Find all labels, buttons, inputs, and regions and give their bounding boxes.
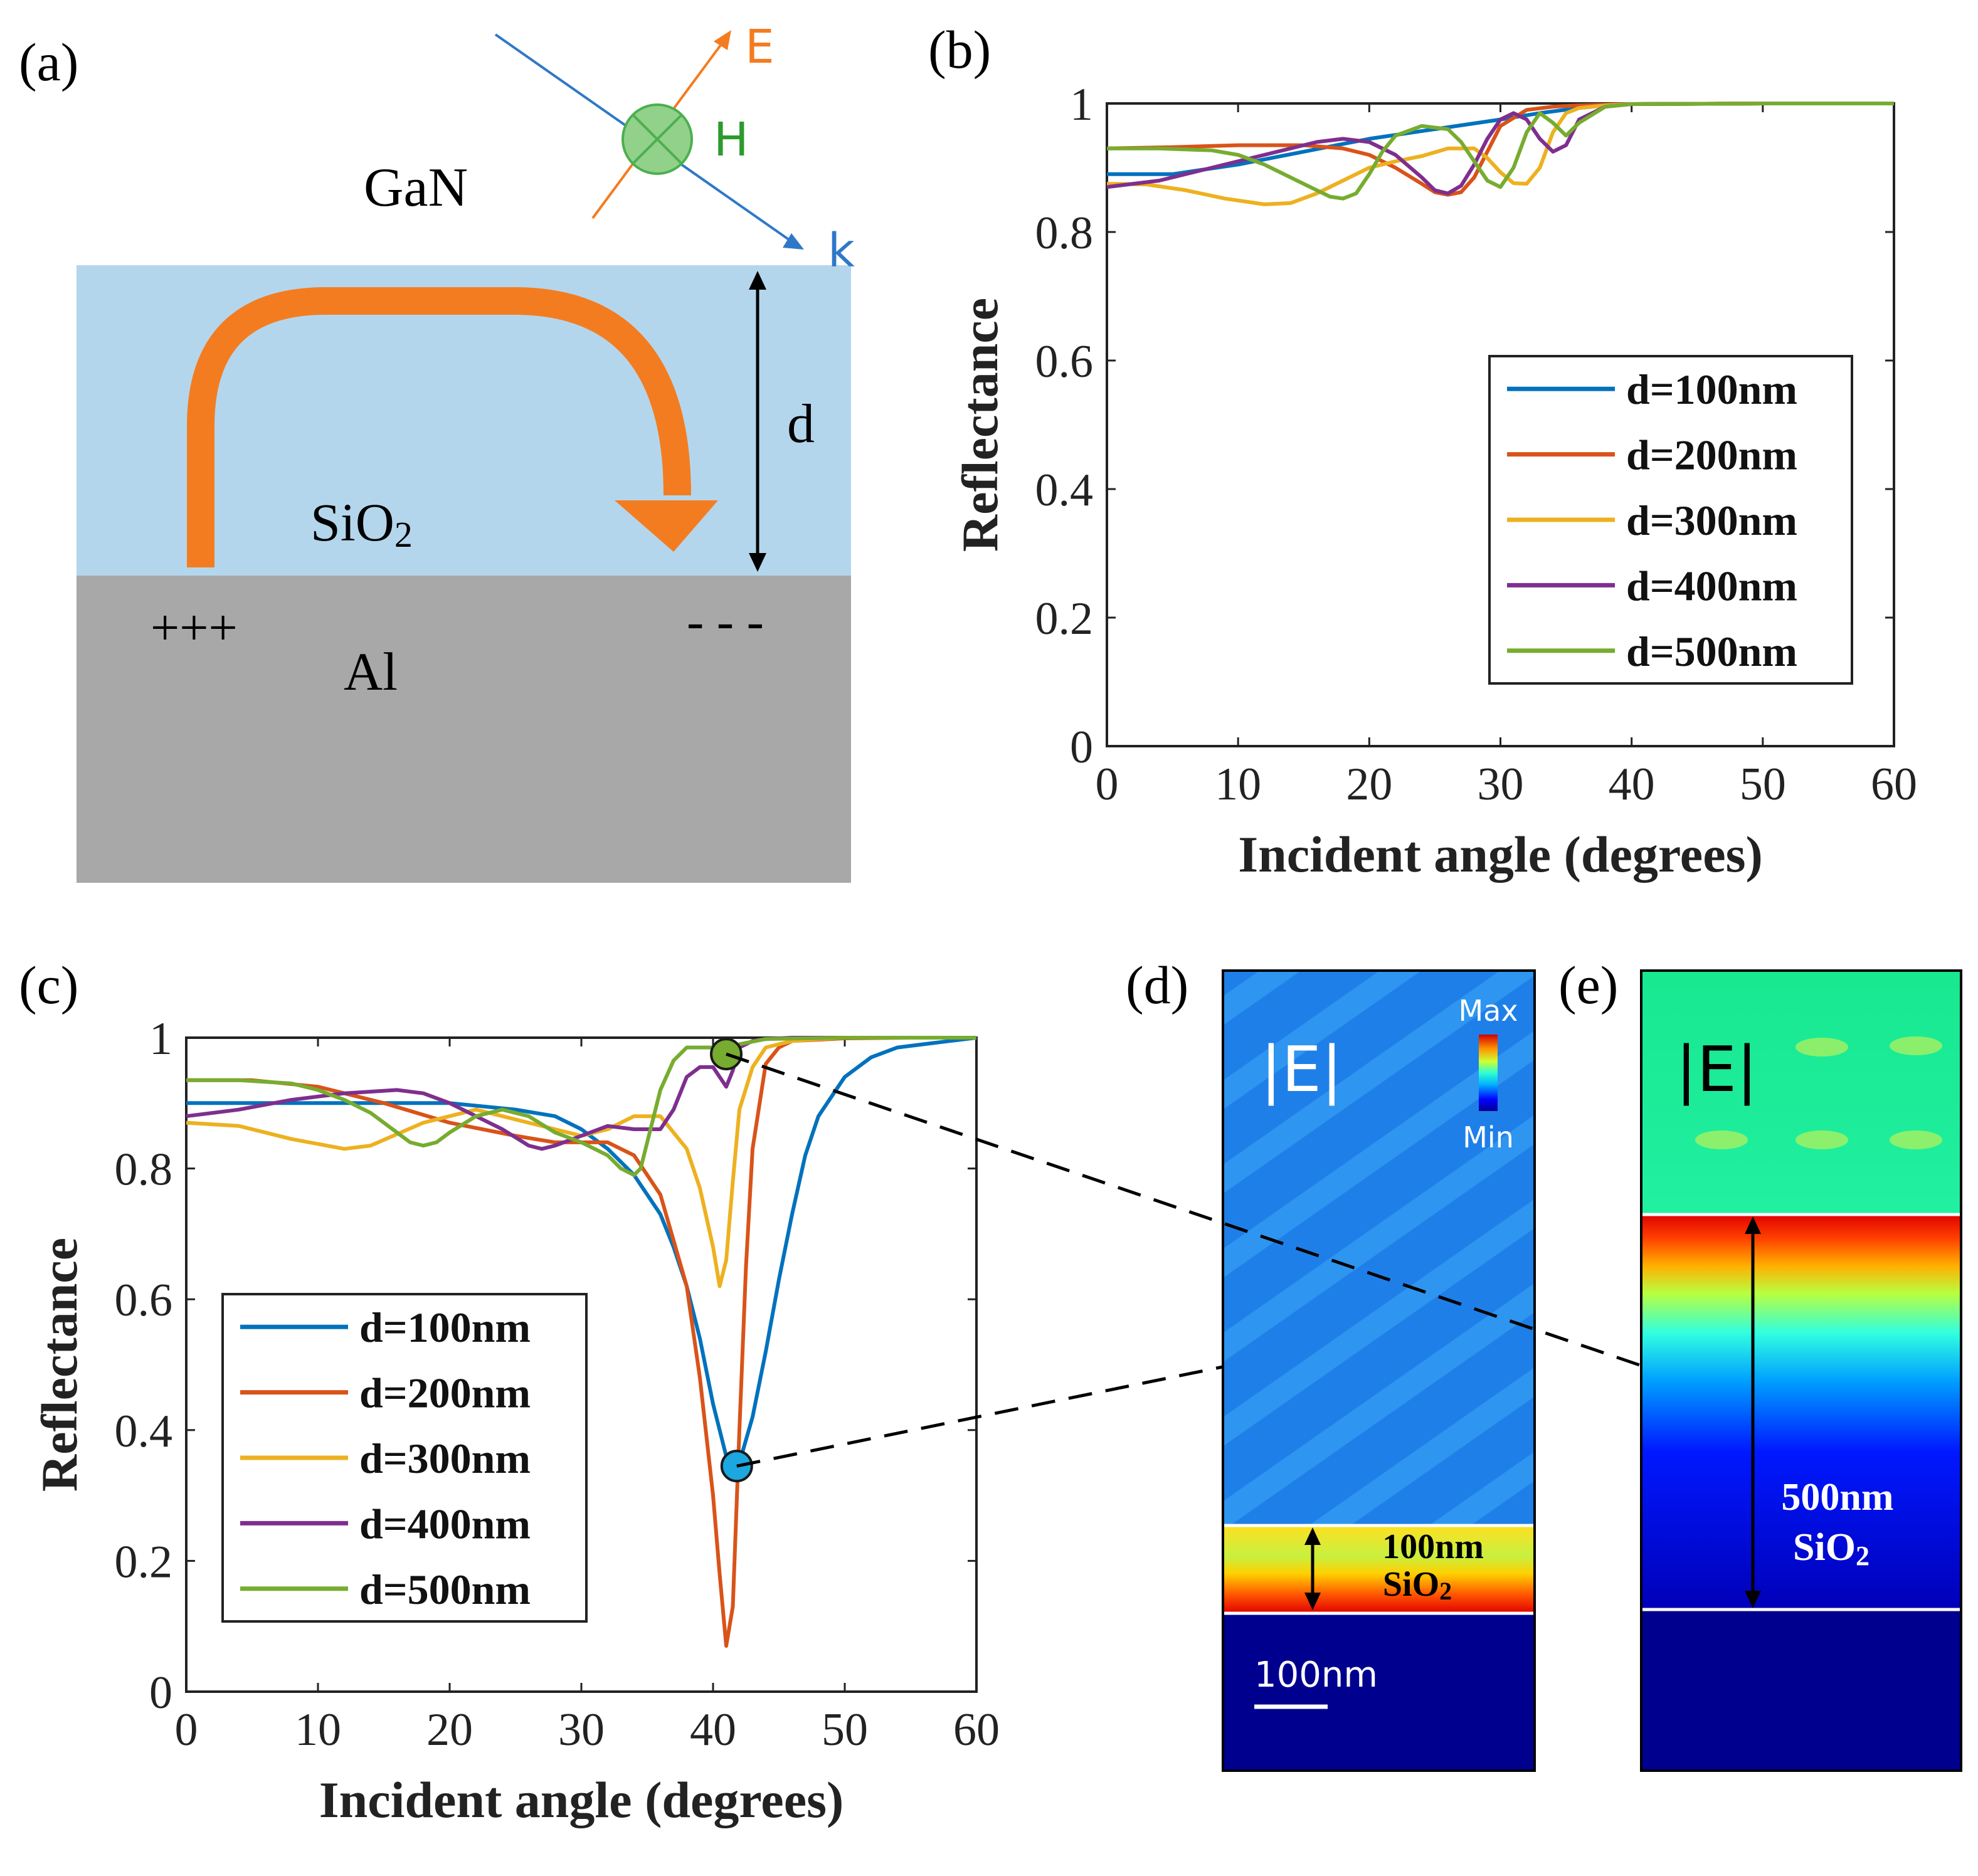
layer-thickness-e: 500nm (1781, 1476, 1893, 1519)
x-tick-label: 30 (1478, 759, 1524, 810)
y-tick-label: 1 (1070, 79, 1093, 130)
panel-label-b: (b) (928, 19, 991, 80)
legend-entry: d=300nm (359, 1435, 531, 1482)
y-tick-label: 0.6 (1035, 336, 1094, 387)
x-tick-label: 20 (426, 1704, 473, 1756)
x-tick-label: 0 (175, 1704, 198, 1756)
x-tick-label: 40 (1609, 759, 1655, 810)
panel-a: (a) GaN SiO2 Al +++ - - - d k E H (19, 20, 855, 883)
series-line-d300nm (186, 1036, 976, 1288)
y-axis-label: Reflectance (951, 298, 1008, 552)
legend-entry: d=100nm (1626, 366, 1797, 413)
field-map-e-sio2 (1641, 1215, 1961, 1610)
x-tick-label: 60 (1871, 759, 1917, 810)
layer-material-d: SiO2 (1383, 1565, 1452, 1605)
al-substrate (77, 576, 851, 883)
series-line-d400nm (186, 1036, 976, 1151)
x-tick-label: 50 (1740, 759, 1786, 810)
colorbar (1479, 1035, 1498, 1111)
x-tick-label: 50 (822, 1704, 868, 1756)
series-line-d500nm (1107, 102, 1894, 201)
h-label: H (714, 113, 749, 167)
y-tick-label: 0.2 (115, 1536, 173, 1588)
panel-label-a: (a) (19, 32, 78, 92)
y-tick-label: 0.2 (1035, 593, 1094, 645)
y-tick-label: 0.8 (1035, 208, 1094, 259)
y-tick-label: 0.8 (115, 1144, 173, 1196)
panel-c: (c) 0 10 20 30 40 50 60 0 0.2 0.4 0.6 0.8 1 Incident … (19, 955, 1000, 1828)
legend-entry: d=200nm (1626, 431, 1797, 479)
legend-entry: d=500nm (1626, 628, 1797, 675)
x-axis-label: Incident angle (degrees) (1238, 826, 1763, 883)
panel-e: (e) |E| 500nm SiO2 (1558, 955, 1962, 1772)
field-map-d-sio2 (1223, 1526, 1535, 1613)
al-label: Al (344, 641, 398, 702)
thickness-label: d (787, 394, 815, 455)
plasmon-arc-arrow (187, 287, 691, 567)
panel-b: (b) 0 10 20 30 40 50 60 0 0.2 0.4 0.6 0.8 1 Incident … (928, 19, 1917, 883)
field-map-d-al (1223, 1613, 1535, 1771)
layer-material-e: SiO2 (1793, 1526, 1870, 1571)
negative-charges: - - - (687, 593, 764, 650)
connector-line (726, 1052, 1642, 1367)
field-map-e-al (1641, 1610, 1961, 1771)
x-tick-label: 10 (1215, 759, 1261, 810)
panel-label-e: (e) (1558, 955, 1618, 1015)
panel-label-c: (c) (19, 955, 78, 1015)
y-axis-label: Reflectance (31, 1238, 88, 1492)
layer-thickness-d: 100nm (1382, 1527, 1484, 1566)
y-tick-label: 0 (1070, 722, 1093, 773)
chart-b: 0 10 20 30 40 50 60 0 0.2 0.4 0.6 0.8 1 Incident angl… (951, 79, 1917, 883)
k-label: k (828, 224, 855, 278)
connector-lines (726, 1052, 1642, 1468)
legend-entry: d=100nm (359, 1304, 531, 1351)
colorbar-min-label: Min (1462, 1120, 1514, 1154)
gan-label: GaN (364, 157, 468, 218)
legend-entry: d=300nm (1626, 497, 1797, 544)
positive-charges: +++ (151, 599, 238, 656)
x-tick-label: 10 (295, 1704, 341, 1756)
e-label: E (745, 20, 775, 74)
sio2-label: SiO2 (310, 492, 413, 555)
panel-label-d: (d) (1126, 955, 1188, 1015)
series-line-d300nm (1106, 102, 1894, 206)
connector-line (736, 1365, 1224, 1468)
x-tick-label: 20 (1346, 759, 1392, 810)
x-tick-label: 60 (953, 1704, 1000, 1756)
field-map-e-top (1641, 971, 1961, 1215)
legend-entry: d=400nm (359, 1500, 531, 1547)
x-tick-label: 30 (558, 1704, 605, 1756)
x-tick-label: 0 (1096, 759, 1119, 810)
y-tick-label: 0.6 (115, 1275, 173, 1326)
colorbar-max-label: Max (1458, 994, 1518, 1028)
field-title-d: |E| (1261, 1033, 1343, 1106)
chart-c: 0 10 20 30 40 50 60 0 0.2 0.4 0.6 0.8 1 Incident angl… (31, 1013, 1000, 1828)
legend-entry: d=500nm (359, 1566, 531, 1613)
field-title-e: |E| (1676, 1033, 1758, 1106)
plasmon-arrowhead (615, 500, 718, 552)
x-axis-label: Incident angle (degrees) (319, 1771, 844, 1828)
y-tick-label: 0.4 (1035, 465, 1094, 516)
scale-bar-label: 100nm (1254, 1655, 1378, 1695)
legend-entry: d=200nm (359, 1369, 531, 1417)
y-tick-label: 1 (149, 1013, 172, 1065)
y-tick-label: 0.4 (115, 1406, 173, 1457)
x-tick-label: 40 (690, 1704, 736, 1756)
panel-d: (d) |E| Max Min 100nm SiO2 100nm (1126, 955, 1536, 1772)
y-tick-label: 0 (149, 1667, 172, 1719)
legend-entry: d=400nm (1626, 562, 1797, 609)
